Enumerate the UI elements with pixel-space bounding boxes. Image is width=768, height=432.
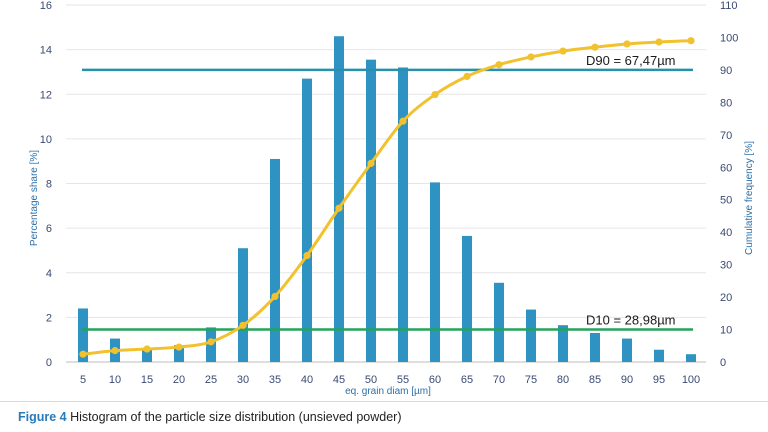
x-tick-label: 75 xyxy=(525,374,537,386)
x-tick-label: 45 xyxy=(333,374,345,386)
cumulative-point-20 xyxy=(175,343,183,351)
bar-60 xyxy=(430,182,440,362)
x-tick-label: 20 xyxy=(173,374,185,386)
bar-70 xyxy=(494,282,504,362)
bar-90 xyxy=(622,338,632,362)
cumulative-point-95 xyxy=(655,38,663,46)
y2-tick-label: 100 xyxy=(720,32,738,44)
cumulative-point-65 xyxy=(463,72,471,80)
x-tick-label: 10 xyxy=(109,374,121,386)
x-axis-title: eq. grain diam [µm] xyxy=(345,386,431,397)
x-axis-ticks: 5 10 15 20 25 30 35 40 45 50 55 60 65 70 75 80 85 90 95 100 xyxy=(80,374,700,386)
y-tick-label: 8 xyxy=(46,179,52,191)
cumulative-point-15 xyxy=(143,345,151,353)
x-tick-label: 35 xyxy=(269,374,281,386)
x-tick-label: 5 xyxy=(80,374,86,386)
x-tick-label: 30 xyxy=(237,374,249,386)
y2-tick-label: 110 xyxy=(720,0,738,12)
cumulative-point-40 xyxy=(303,251,311,260)
figure-caption-text: Histogram of the particle size distribut… xyxy=(70,410,402,424)
x-tick-label: 40 xyxy=(301,374,313,386)
y-tick-label: 16 xyxy=(40,0,52,12)
cumulative-point-55 xyxy=(399,117,407,125)
bar-80 xyxy=(558,325,568,362)
figure-caption: Figure 4 Histogram of the particle size … xyxy=(18,410,402,424)
x-tick-label: 15 xyxy=(141,374,153,386)
y2-axis-title: Cumulative frequency [%] xyxy=(744,141,755,255)
cumulative-line xyxy=(82,39,692,356)
cumulative-point-30 xyxy=(239,321,247,329)
y2-tick-label: 60 xyxy=(720,162,732,174)
bar-45 xyxy=(334,36,344,363)
y2-tick-label: 80 xyxy=(720,97,732,109)
y2-tick-label: 50 xyxy=(720,195,732,207)
bar-95 xyxy=(654,349,664,362)
bar-5 xyxy=(78,308,88,362)
y2-tick-label: 20 xyxy=(720,292,732,304)
x-tick-label: 25 xyxy=(205,374,217,386)
x-tick-label: 80 xyxy=(557,374,569,386)
reference-label: D10 = 28,98µm xyxy=(586,313,676,328)
right-axis-ticks: 0 10 20 30 40 50 60 70 80 90 100 110 xyxy=(720,0,738,369)
caption-divider xyxy=(0,401,768,402)
bar-35 xyxy=(270,158,280,362)
y2-tick-label: 70 xyxy=(720,130,732,142)
bar-85 xyxy=(590,332,600,362)
bar-30 xyxy=(238,248,248,362)
gridlines xyxy=(66,4,706,363)
bar-75 xyxy=(526,309,536,362)
left-axis-ticks: 0 2 4 6 8 10 12 14 16 xyxy=(40,0,52,369)
cumulative-point-25 xyxy=(207,338,215,346)
bar-50 xyxy=(366,59,376,363)
y-tick-label: 12 xyxy=(40,89,52,101)
x-tick-label: 90 xyxy=(621,374,633,386)
cumulative-point-45 xyxy=(335,204,343,212)
bar-100 xyxy=(686,354,696,362)
bar-series xyxy=(78,36,696,363)
cumulative-point-60 xyxy=(431,90,439,99)
x-tick-label: 95 xyxy=(653,374,665,386)
cumulative-point-70 xyxy=(495,61,503,69)
cumulative-point-80 xyxy=(559,47,567,55)
cumulative-point-10 xyxy=(111,347,119,355)
cumulative-point-35 xyxy=(271,292,279,301)
bar-15 xyxy=(142,348,152,362)
cumulative-point-5 xyxy=(79,350,87,358)
y2-tick-label: 10 xyxy=(720,325,732,337)
cumulative-point-50 xyxy=(367,159,375,167)
y2-tick-label: 40 xyxy=(720,227,732,239)
x-tick-label: 100 xyxy=(682,374,700,386)
y-tick-label: 10 xyxy=(40,134,52,146)
reference-lines: D90 = 67,47µm D10 = 28,98µm xyxy=(82,53,693,331)
bar-40 xyxy=(302,78,312,362)
y-tick-label: 2 xyxy=(46,312,52,324)
x-tick-label: 60 xyxy=(429,374,441,386)
x-tick-label: 55 xyxy=(397,374,409,386)
x-tick-label: 65 xyxy=(461,374,473,386)
cumulative-series xyxy=(79,37,695,358)
y-tick-label: 6 xyxy=(46,223,52,235)
figure-label: Figure 4 xyxy=(18,410,67,424)
x-tick-label: 70 xyxy=(493,374,505,386)
reference-label: D90 = 67,47µm xyxy=(586,53,676,68)
cumulative-point-90 xyxy=(623,40,631,48)
cumulative-point-85 xyxy=(591,43,599,51)
y-tick-label: 4 xyxy=(46,268,52,280)
bar-65 xyxy=(462,235,472,362)
y-tick-label: 14 xyxy=(40,45,52,57)
y-axis-title: Percentage share [%] xyxy=(29,150,40,246)
cumulative-point-75 xyxy=(527,53,535,61)
x-tick-label: 50 xyxy=(365,374,377,386)
y-tick-label: 0 xyxy=(46,357,52,369)
y2-tick-label: 30 xyxy=(720,260,732,272)
x-tick-label: 85 xyxy=(589,374,601,386)
cumulative-point-100 xyxy=(687,37,695,45)
bar-20 xyxy=(174,345,184,362)
y2-tick-label: 0 xyxy=(720,357,726,369)
bar-55 xyxy=(398,67,408,362)
y2-tick-label: 90 xyxy=(720,65,732,77)
